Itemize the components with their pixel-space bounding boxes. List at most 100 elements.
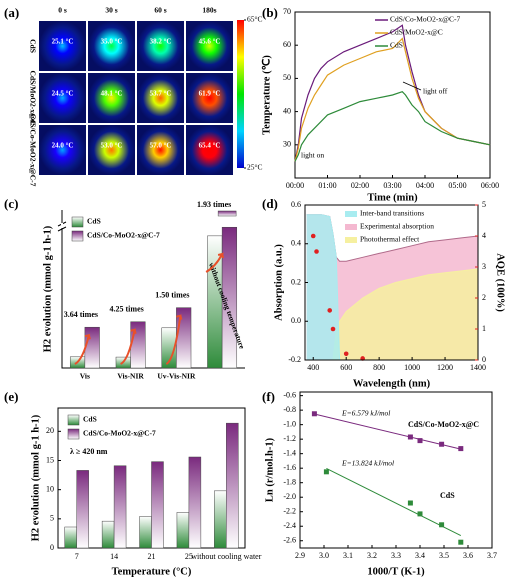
y2-tick-label: 5 bbox=[482, 200, 486, 209]
x-tick-label: 3.1 bbox=[343, 551, 353, 560]
row-label: CdS bbox=[28, 39, 37, 53]
y-tick-label: 50 bbox=[283, 73, 291, 82]
thermal-image bbox=[186, 21, 233, 71]
x-tick-label: 1200 bbox=[437, 363, 453, 372]
x-tick-label: 3.7 bbox=[487, 551, 497, 560]
x-axis-label: Wavelength (nm) bbox=[353, 378, 431, 389]
row-label: CdS/Co-MoO2-x@C-7 bbox=[28, 114, 37, 187]
x-tick-label: 05:00 bbox=[448, 181, 466, 190]
x-tick-label: 14 bbox=[110, 552, 118, 561]
y-tick-label: 0.0 bbox=[291, 316, 301, 325]
annotation: λ ≥ 420 nm bbox=[70, 447, 108, 456]
y-tick-label: -1.6 bbox=[283, 463, 296, 472]
y-axis-label: H2 evolution (mmol g-1 h-1) bbox=[42, 225, 53, 352]
point bbox=[310, 233, 316, 239]
y-tick-label: 0.2 bbox=[291, 277, 301, 286]
thermal-image bbox=[88, 21, 135, 71]
annotation-arrow bbox=[402, 81, 422, 91]
y-tick-label: -1.4 bbox=[283, 449, 296, 458]
y2-tick-label: 2 bbox=[482, 293, 486, 302]
arrow bbox=[205, 252, 225, 273]
y-tick-label: 0.6 bbox=[291, 200, 301, 209]
temperature-label: 61.9 °C bbox=[199, 89, 221, 97]
x-tick-label: 04:00 bbox=[416, 181, 434, 190]
x-tick-label: 600 bbox=[340, 363, 352, 372]
y-axis-label: Absorption (a.u.) bbox=[273, 244, 284, 321]
bar bbox=[176, 512, 190, 549]
series-label: CdS bbox=[440, 491, 455, 500]
y-tick-label: -2.4 bbox=[283, 521, 296, 530]
temperature-label: 45.6 °C bbox=[199, 37, 221, 45]
legend-label: CdS/Co-MoO2-x@C-7 bbox=[87, 231, 160, 240]
y-tick-label: 60 bbox=[283, 40, 291, 49]
legend-label: Experimental absorption bbox=[360, 222, 434, 231]
point bbox=[311, 411, 317, 417]
line bbox=[294, 37, 491, 162]
x-tick-label: 1400 bbox=[470, 363, 486, 372]
y-tick-label: -1.0 bbox=[283, 419, 296, 428]
bar bbox=[113, 465, 127, 549]
column-header: 60 s bbox=[154, 6, 166, 15]
annotation: 4.25 times bbox=[110, 305, 144, 314]
bar bbox=[226, 422, 239, 549]
y-axis-label: Ln (r/mol.h-1) bbox=[264, 437, 275, 502]
x-tick-label: 21 bbox=[148, 552, 156, 561]
panel-label: (c) bbox=[4, 196, 18, 211]
y2-tick-label: 1 bbox=[482, 324, 486, 333]
arrow bbox=[74, 333, 91, 365]
x-tick-label: 02:00 bbox=[351, 181, 369, 190]
x-axis-label: Temperature (°C) bbox=[112, 566, 192, 577]
point bbox=[343, 351, 349, 357]
y-tick-label: -2.0 bbox=[283, 492, 296, 501]
panel-label: (d) bbox=[262, 196, 278, 211]
x-tick-label: 800 bbox=[373, 363, 385, 372]
y-tick-label: 0 bbox=[50, 543, 54, 552]
x-tick-label: 400 bbox=[307, 363, 319, 372]
point bbox=[314, 249, 319, 254]
arrow bbox=[120, 328, 137, 365]
column-header: 180s bbox=[202, 6, 216, 15]
x-tick-label: 3.5 bbox=[439, 551, 449, 560]
y-tick-label: 15 bbox=[46, 455, 54, 464]
bar bbox=[139, 516, 152, 549]
thermal-image bbox=[88, 73, 135, 123]
y-tick-label: -1.8 bbox=[283, 478, 296, 487]
y-tick-label: 30 bbox=[283, 140, 291, 149]
x-tick-label: 03:00 bbox=[383, 181, 401, 190]
bar bbox=[101, 520, 115, 549]
x-axis-label: Time (min) bbox=[367, 192, 418, 203]
y2-tick-label: 3 bbox=[482, 262, 486, 271]
colorbar-label: 25°C bbox=[247, 163, 263, 172]
legend-label: CdS/MoO2-x@C bbox=[390, 28, 443, 37]
annotation: E=13.824 kJ/mol bbox=[341, 459, 394, 468]
legend-swatch bbox=[345, 224, 357, 230]
point bbox=[323, 469, 329, 475]
annotation: E=6.579 kJ/mol bbox=[341, 409, 390, 418]
colorbar bbox=[237, 20, 244, 168]
arrow bbox=[165, 314, 183, 365]
x-tick-label: 3.4 bbox=[415, 551, 425, 560]
x-tick-label: without cooling water bbox=[191, 552, 262, 561]
x-tick-label: 2.9 bbox=[295, 551, 305, 560]
x-tick-label: 3.6 bbox=[463, 551, 473, 560]
y-tick-label: 5 bbox=[50, 514, 54, 523]
area-edge bbox=[306, 214, 341, 361]
area-edge bbox=[332, 268, 479, 361]
y-tick-label: 70 bbox=[283, 7, 291, 16]
temperature-label: 65.4 °C bbox=[199, 141, 221, 149]
colorbar-label: 65°C bbox=[247, 15, 263, 24]
y-tick-label: 10 bbox=[46, 484, 54, 493]
point bbox=[417, 511, 423, 517]
thermal-image bbox=[39, 73, 86, 123]
temperature-label: 25.1 °C bbox=[52, 37, 74, 45]
temperature-label: 57.0 °C bbox=[150, 141, 172, 149]
legend-label: Photothermal effect bbox=[360, 235, 420, 244]
x-tick-label: 3.2 bbox=[367, 551, 377, 560]
x-tick-label: 3.0 bbox=[319, 551, 329, 560]
temperature-label: 24.0 °C bbox=[52, 141, 74, 149]
thermal-image bbox=[186, 73, 233, 123]
bar bbox=[84, 326, 100, 369]
x-tick-label: 7 bbox=[75, 552, 79, 561]
